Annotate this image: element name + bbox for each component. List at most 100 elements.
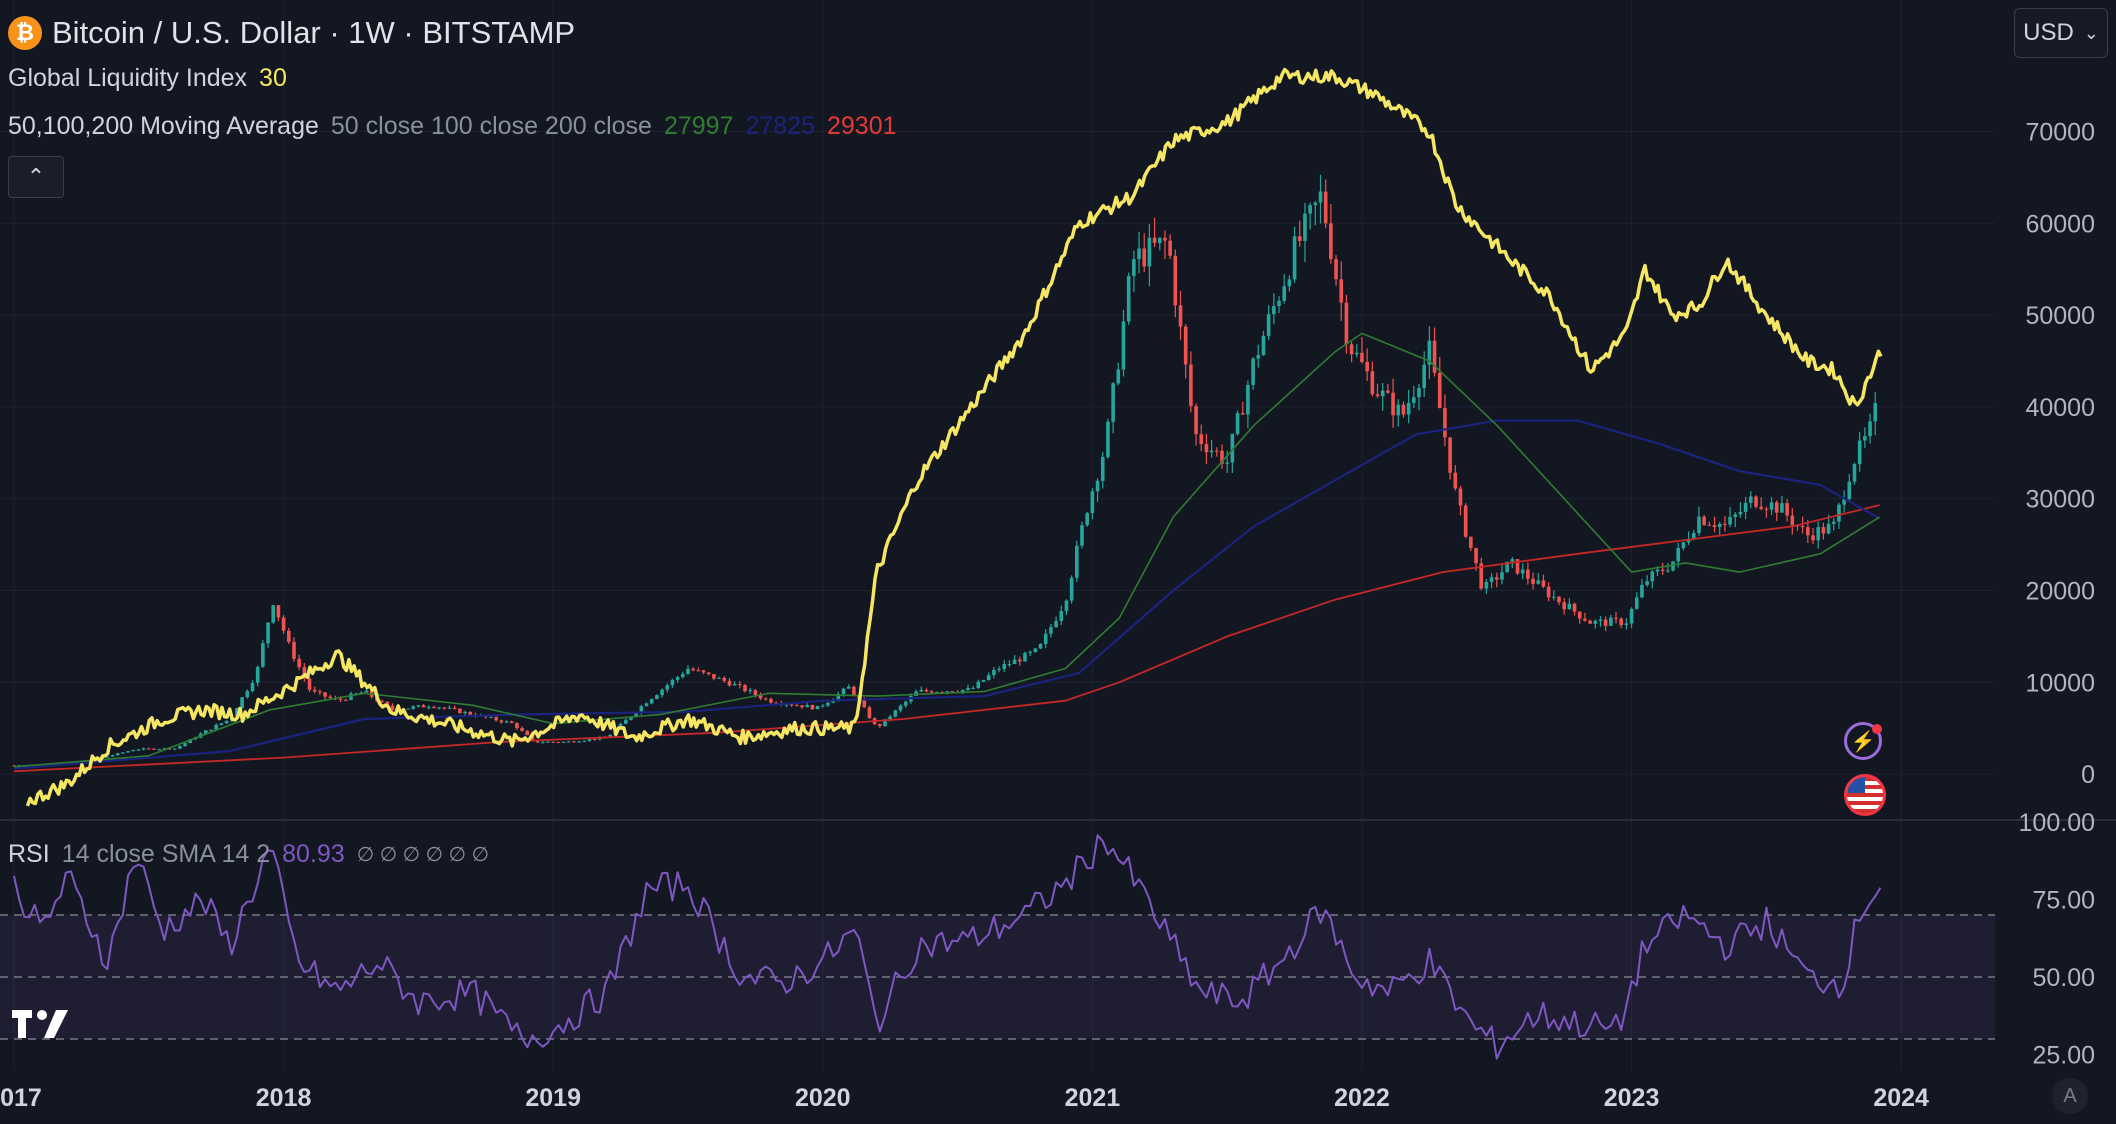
candle-body — [1847, 481, 1852, 500]
candle-body — [1090, 491, 1095, 514]
candle-body — [1759, 506, 1763, 509]
candle-body — [1287, 279, 1292, 287]
candle-body — [1790, 515, 1795, 526]
candle-body — [1375, 394, 1380, 397]
candle-body — [1339, 279, 1344, 303]
candle-body — [1183, 326, 1188, 365]
candle-body — [774, 702, 778, 704]
symbol-header[interactable]: ₿ Bitcoin / U.S. Dollar · 1W · BITSTAMP — [8, 10, 575, 56]
candle-body — [385, 701, 390, 706]
candle-body — [1458, 488, 1463, 506]
candle-body — [494, 717, 498, 721]
candle-body — [706, 672, 711, 675]
candle-body — [188, 739, 193, 744]
candle-body — [608, 735, 613, 738]
candle-body — [1064, 600, 1069, 612]
auto-scale-button[interactable]: A — [2052, 1078, 2088, 1114]
symbol-title[interactable]: Bitcoin / U.S. Dollar · 1W · BITSTAMP — [52, 15, 576, 50]
collapse-legend-button[interactable]: ⌃ — [8, 156, 64, 198]
candle-body — [1116, 369, 1121, 384]
flash-event-icon[interactable]: ⚡ — [1844, 722, 1882, 760]
candle-body — [452, 707, 457, 709]
candle-body — [1723, 523, 1727, 525]
ma200-line — [13, 504, 1880, 773]
legend-rsi[interactable]: RSI 14 close SMA 14 2 80.93 ∅ ∅ ∅ ∅ ∅ ∅ — [8, 840, 489, 869]
price-axis-label: 10000 — [2025, 669, 2095, 697]
time-axis-label: 2023 — [1604, 1084, 1660, 1112]
candle-body — [489, 717, 493, 719]
candle-body — [919, 689, 924, 692]
candle-body — [1868, 421, 1872, 437]
candle-body — [1707, 524, 1712, 526]
price-axis-label: 70000 — [2025, 118, 2095, 146]
candle-body — [945, 691, 950, 693]
candle-body — [660, 689, 664, 696]
currency-selector[interactable]: USD ⌄ — [2014, 8, 2108, 58]
candle-body — [1401, 404, 1406, 415]
candle-body — [1406, 402, 1411, 415]
candle-body — [903, 701, 908, 706]
candle-body — [328, 696, 333, 698]
candle-body — [162, 748, 167, 750]
candle-body — [1002, 664, 1007, 669]
candle-body — [1360, 352, 1364, 363]
candle-body — [836, 694, 841, 700]
candle-body — [1235, 413, 1240, 434]
candle-body — [1412, 397, 1416, 403]
indicator-params: 50 close 100 close 200 close — [330, 112, 652, 140]
candle-body — [1209, 450, 1214, 453]
candle-body — [1474, 547, 1478, 564]
bitcoin-icon: ₿ — [8, 16, 42, 50]
candle-body — [1567, 603, 1572, 610]
candle-body — [639, 706, 644, 713]
candle-body — [1831, 521, 1836, 524]
candle-body — [748, 690, 753, 692]
candle-body — [1147, 237, 1152, 267]
candle-body — [1619, 618, 1624, 626]
tradingview-logo-icon[interactable] — [12, 1006, 78, 1042]
candle-body — [556, 742, 561, 744]
candle-body — [696, 670, 701, 672]
candle-body — [1811, 535, 1815, 541]
candle-body — [183, 743, 187, 747]
candle-body — [862, 700, 867, 708]
candle-body — [1329, 223, 1333, 260]
candle-body — [292, 641, 296, 659]
candle-body — [743, 685, 747, 692]
candle-body — [1240, 413, 1245, 415]
candle-body — [1292, 236, 1297, 280]
legend-gli[interactable]: Global Liquidity Index 30 — [8, 64, 287, 93]
candle-body — [981, 679, 986, 682]
candle-body — [1515, 559, 1520, 574]
candle-body — [1230, 433, 1235, 463]
candle-body — [1816, 527, 1821, 541]
candle-body — [1806, 527, 1810, 536]
candle-body — [810, 704, 815, 710]
ma100-value: 27825 — [745, 112, 815, 140]
candle-body — [1126, 275, 1131, 322]
candle-body — [157, 749, 161, 751]
candle-body — [1173, 255, 1178, 306]
candle-body — [323, 692, 327, 697]
candle-body — [204, 730, 208, 734]
candle-body — [1800, 526, 1805, 528]
legend-moving-average[interactable]: 50,100,200 Moving Average 50 close 100 c… — [8, 112, 897, 141]
candle-body — [318, 691, 322, 693]
candle-body — [126, 751, 130, 753]
candle-body — [1500, 572, 1504, 580]
candle-body — [898, 705, 903, 711]
candle-body — [1510, 559, 1515, 562]
candle-body — [1163, 237, 1167, 241]
us-flag-icon[interactable] — [1844, 774, 1886, 816]
candle-body — [883, 719, 887, 727]
candle-body — [1049, 627, 1053, 634]
candle-body — [1691, 533, 1696, 540]
candle-body — [1754, 496, 1758, 507]
candle-body — [1246, 384, 1250, 415]
candle-body — [1842, 499, 1846, 505]
candle-body — [805, 704, 810, 708]
candle-body — [276, 605, 281, 618]
candle-body — [520, 728, 524, 731]
candle-body — [680, 674, 685, 677]
